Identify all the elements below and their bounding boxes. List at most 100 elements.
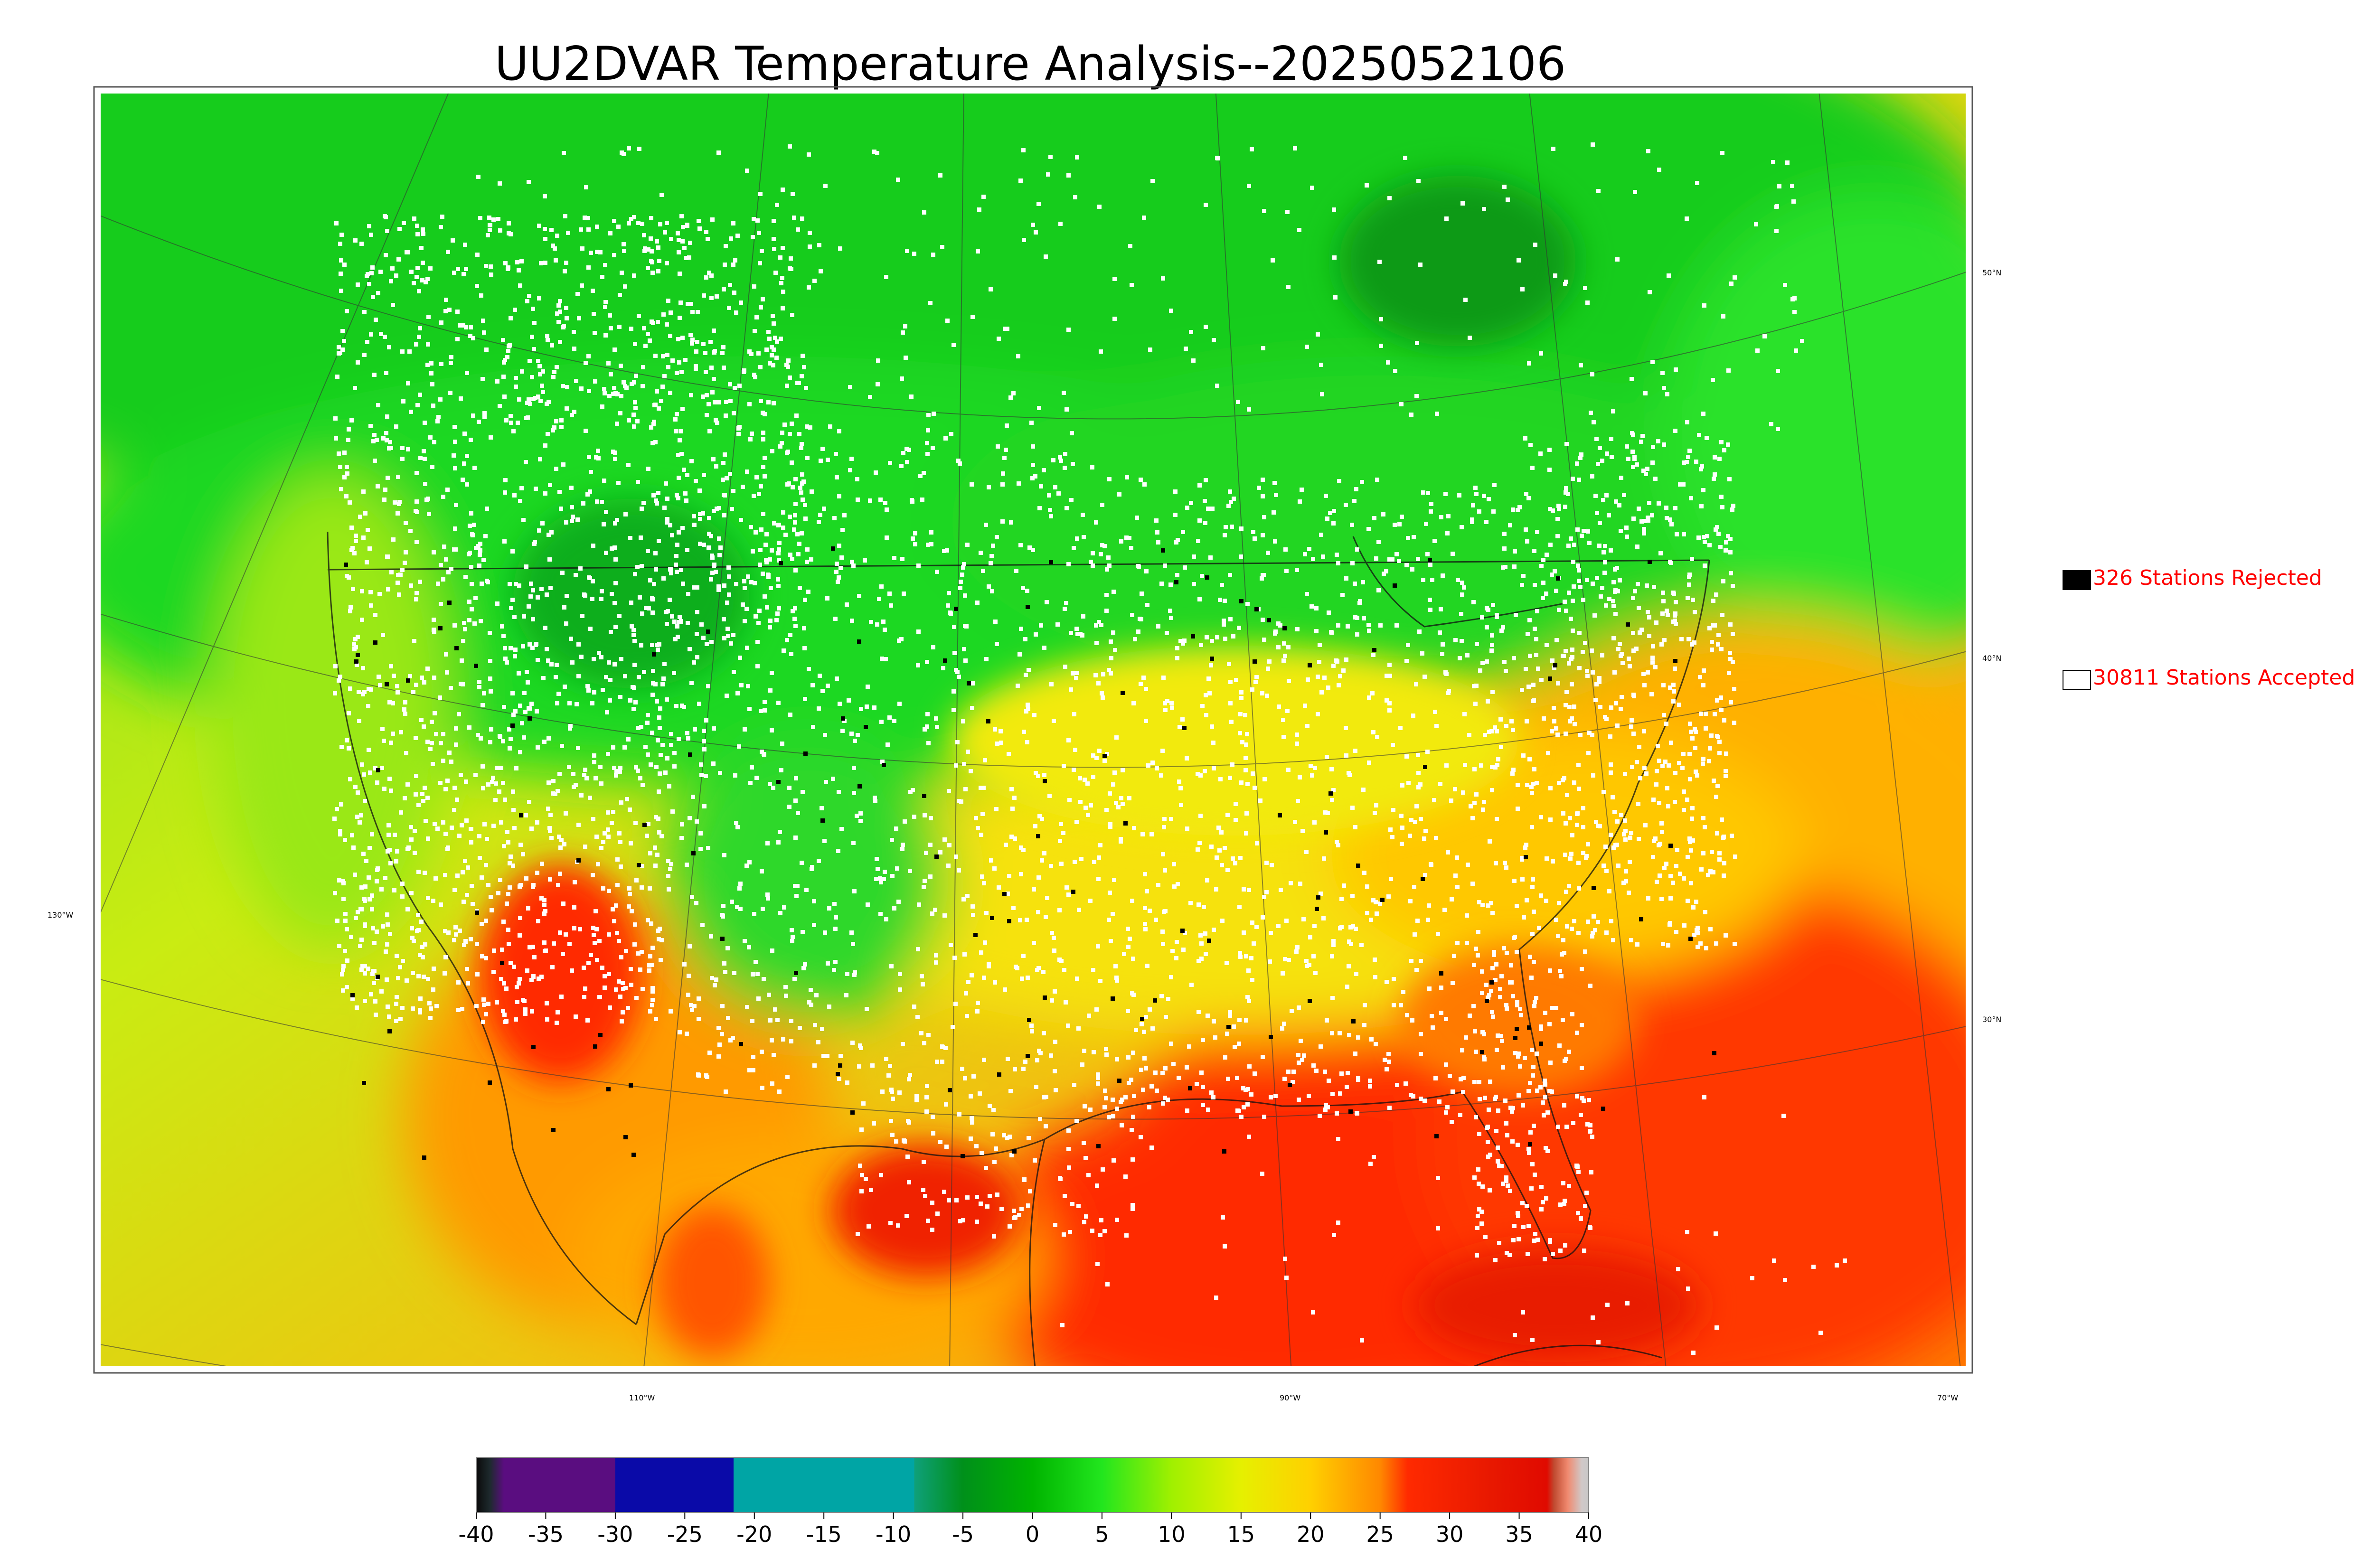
accepted-station-marker: [975, 601, 980, 605]
accepted-station-marker: [450, 826, 454, 830]
accepted-station-marker: [704, 774, 708, 778]
accepted-station-marker: [810, 683, 815, 687]
accepted-station-marker: [1657, 168, 1661, 172]
accepted-station-marker: [1257, 486, 1261, 490]
accepted-station-marker: [1279, 888, 1283, 892]
accepted-station-marker: [491, 824, 496, 828]
accepted-station-marker: [749, 352, 754, 356]
accepted-station-marker: [564, 811, 568, 816]
accepted-station-marker: [648, 1009, 652, 1014]
accepted-station-marker: [670, 533, 674, 537]
accepted-station-marker: [533, 396, 537, 400]
accepted-station-marker: [531, 588, 535, 592]
accepted-station-marker: [1264, 861, 1269, 865]
accepted-station-marker: [1645, 583, 1649, 588]
accepted-station-marker: [724, 400, 728, 404]
accepted-station-marker: [527, 800, 531, 804]
accepted-station-marker: [1541, 558, 1545, 562]
accepted-station-marker: [1335, 1111, 1339, 1116]
accepted-station-marker: [1673, 800, 1677, 804]
accepted-station-marker: [615, 857, 620, 862]
rejected-station-marker: [1071, 890, 1075, 894]
accepted-station-marker: [754, 960, 758, 964]
accepted-station-marker: [1092, 1050, 1096, 1054]
accepted-station-marker: [782, 648, 786, 653]
accepted-station-marker: [1057, 908, 1062, 912]
accepted-station-marker: [1664, 722, 1668, 726]
accepted-station-marker: [1557, 901, 1561, 905]
accepted-station-marker: [650, 946, 655, 950]
accepted-station-marker: [622, 380, 626, 385]
accepted-station-marker: [1338, 1031, 1342, 1035]
accepted-station-marker: [1298, 499, 1302, 504]
accepted-station-marker: [1472, 801, 1477, 805]
accepted-station-marker: [868, 395, 872, 399]
accepted-station-marker: [1474, 1115, 1478, 1119]
accepted-station-marker: [831, 777, 835, 781]
accepted-station-marker: [488, 223, 492, 227]
accepted-station-marker: [485, 837, 489, 841]
accepted-station-marker: [1444, 1062, 1448, 1067]
accepted-station-marker: [557, 835, 561, 839]
accepted-station-marker: [833, 927, 838, 931]
accepted-station-marker: [1269, 931, 1273, 935]
accepted-station-marker: [1003, 987, 1007, 992]
accepted-station-marker: [823, 733, 827, 737]
accepted-station-marker: [806, 590, 810, 594]
accepted-station-marker: [1580, 1023, 1584, 1027]
accepted-station-marker: [870, 1063, 875, 1068]
accepted-station-marker: [860, 1173, 864, 1177]
accepted-station-marker: [1023, 637, 1027, 641]
accepted-station-marker: [604, 510, 608, 514]
accepted-station-marker: [665, 221, 669, 225]
accepted-station-marker: [1695, 773, 1699, 778]
accepted-station-marker: [1556, 1125, 1560, 1129]
rejected-station-marker: [990, 916, 994, 920]
accepted-station-marker: [1400, 783, 1404, 788]
accepted-station-marker: [1235, 1108, 1240, 1113]
accepted-station-marker: [855, 477, 859, 481]
rejected-station-marker: [1524, 855, 1528, 859]
accepted-station-marker: [1719, 440, 1724, 444]
accepted-station-marker: [809, 557, 813, 562]
accepted-station-marker: [761, 907, 765, 911]
accepted-station-marker: [1662, 638, 1667, 642]
accepted-station-marker: [1199, 957, 1204, 961]
lat-label-30n: 30°N: [1982, 1015, 2001, 1024]
accepted-station-marker: [636, 769, 640, 773]
accepted-station-marker: [403, 561, 407, 565]
accepted-station-marker: [537, 976, 541, 981]
accepted-station-marker: [1058, 222, 1063, 226]
accepted-station-marker: [739, 300, 743, 305]
accepted-station-marker: [1565, 924, 1569, 929]
accepted-station-marker: [1533, 1232, 1537, 1236]
accepted-station-marker: [771, 314, 775, 318]
accepted-station-marker: [1148, 347, 1152, 352]
colorbar-tick-label: 35: [1505, 1521, 1533, 1547]
accepted-station-marker: [1215, 635, 1219, 639]
accepted-station-marker: [1168, 582, 1173, 587]
accepted-station-marker: [1688, 777, 1692, 781]
accepted-station-marker: [1035, 1058, 1039, 1062]
accepted-station-marker: [1162, 825, 1166, 829]
accepted-station-marker: [682, 246, 687, 250]
accepted-station-marker: [650, 643, 654, 647]
accepted-station-marker: [1654, 620, 1658, 625]
accepted-station-marker: [1054, 1088, 1058, 1092]
accepted-station-marker: [433, 876, 438, 881]
accepted-station-marker: [627, 904, 631, 909]
accepted-station-marker: [701, 342, 706, 346]
accepted-station-marker: [1115, 978, 1119, 983]
accepted-station-marker: [699, 622, 704, 627]
accepted-station-marker: [1019, 627, 1023, 631]
accepted-station-marker: [449, 686, 453, 690]
accepted-station-marker: [993, 727, 997, 732]
accepted-station-marker: [474, 1004, 479, 1008]
accepted-station-marker: [504, 1019, 509, 1023]
accepted-station-marker: [481, 786, 485, 790]
accepted-station-marker: [859, 1189, 864, 1193]
accepted-station-marker: [1045, 600, 1049, 604]
accepted-station-marker: [1185, 1108, 1189, 1113]
accepted-station-marker: [727, 574, 731, 579]
accepted-station-marker: [1653, 665, 1658, 669]
